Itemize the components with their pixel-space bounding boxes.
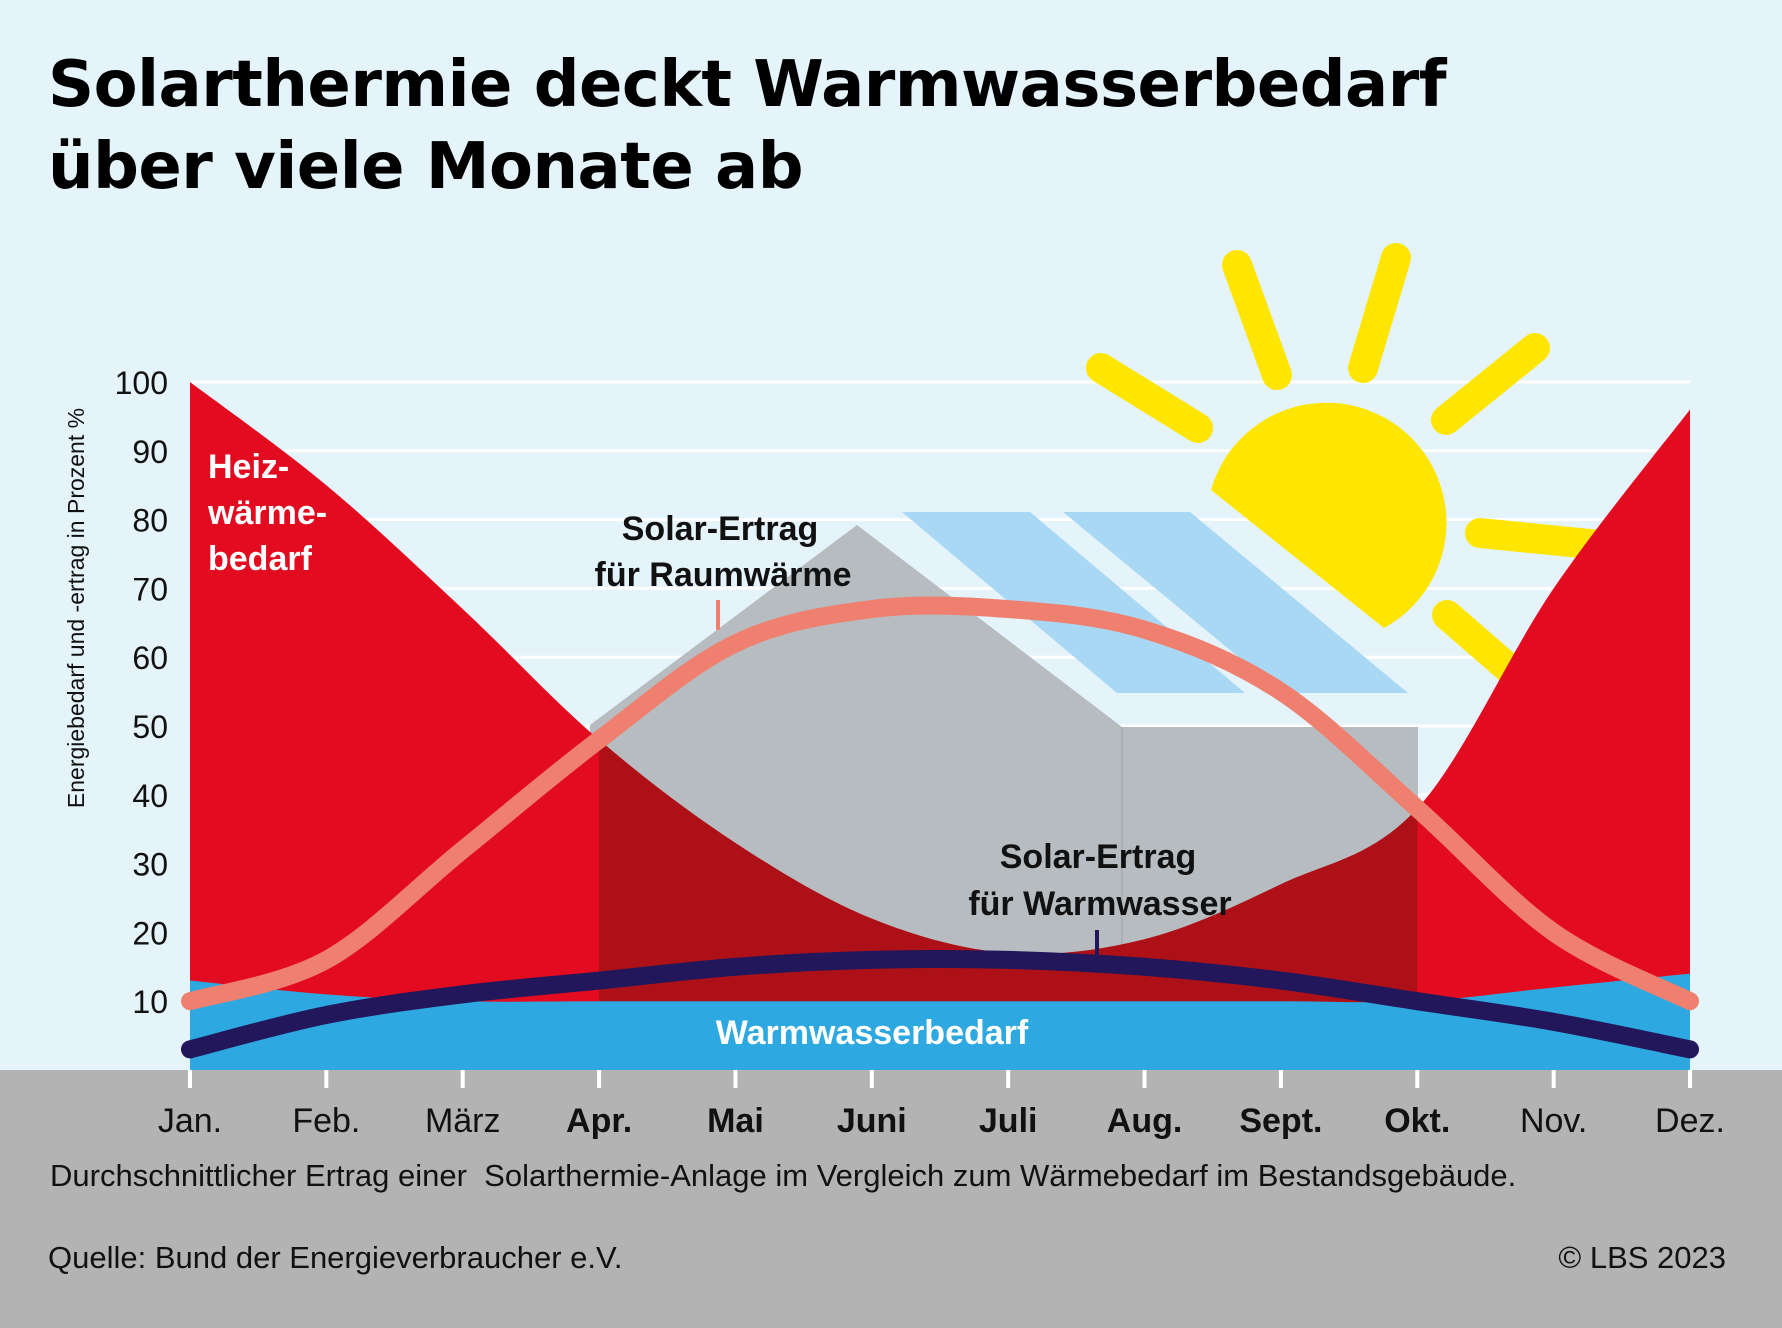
- y-tick-label: 80: [132, 503, 168, 539]
- x-tick-label: Aug.: [1107, 1102, 1183, 1140]
- y-axis-label: Energiebedarf und -ertrag in Prozent %: [63, 408, 89, 808]
- y-tick-label: 40: [132, 778, 168, 814]
- source-note: Quelle: Bund der Energieverbraucher e.V.: [48, 1240, 622, 1275]
- house: [590, 525, 1418, 1000]
- y-tick-label: 20: [132, 915, 168, 951]
- label-heat-line-2: wärme-: [207, 494, 327, 532]
- solar-space-heat-line: [181, 596, 1699, 1011]
- axis-ticks: 10 20 30 40 50 60 70 80 90 100 Jan. Feb. März Apr. Mai…: [115, 365, 1725, 1140]
- y-tick-label: 70: [132, 571, 168, 607]
- sun-ray: [1348, 243, 1411, 383]
- y-tick-label: 60: [132, 640, 168, 676]
- sun-ray: [1465, 518, 1615, 560]
- area-layer: [190, 382, 1690, 1070]
- x-tick-label: Juni: [837, 1102, 907, 1140]
- title-line-2: über viele Monate ab: [48, 130, 804, 204]
- x-tick-label: Okt.: [1384, 1102, 1450, 1140]
- chart-title: Solarthermie deckt Warmwasserbedarf über…: [48, 44, 1447, 208]
- y-tick-label: 30: [132, 847, 168, 883]
- chart-caption: Durchschnittlicher Ertrag einer Solarthe…: [50, 1158, 1516, 1193]
- sun-illustration: [1086, 243, 1615, 708]
- hot-water-demand-area: [190, 973, 1690, 1070]
- y-tick-label: 100: [115, 365, 168, 401]
- x-tick-label: Nov.: [1520, 1102, 1587, 1140]
- x-tick-label: Feb.: [292, 1102, 360, 1140]
- line-layer: [181, 596, 1699, 1059]
- solar-hot-water-line: [181, 950, 1699, 1059]
- y-tick-label: 50: [132, 709, 168, 745]
- x-tick-label: Sept.: [1239, 1102, 1322, 1140]
- x-tick-label: Dez.: [1655, 1102, 1725, 1140]
- sun-disc: [1211, 402, 1447, 628]
- x-tick-label: März: [425, 1102, 501, 1140]
- solar-panel: [1063, 512, 1408, 693]
- x-tick-label: Juli: [979, 1102, 1038, 1140]
- sun-ray: [1431, 333, 1550, 435]
- sun-ray: [1222, 250, 1292, 390]
- y-tick-label: 90: [132, 434, 168, 470]
- label-solar-space-line-1: Solar-Ertrag: [622, 510, 819, 548]
- copyright: © LBS 2023: [1558, 1240, 1726, 1275]
- heat-demand-covered-area: [599, 739, 1418, 1070]
- footer-band: [0, 1070, 1782, 1328]
- house-illustration: [590, 512, 1418, 1000]
- y-tick-label: 10: [132, 984, 168, 1020]
- label-heat-line-3: bedarf: [208, 540, 313, 578]
- x-tick-label: Mai: [707, 1102, 764, 1140]
- sun-ray: [1086, 353, 1213, 443]
- title-line-1: Solarthermie deckt Warmwasserbedarf: [48, 48, 1447, 122]
- label-hot-water: Warmwasserbedarf: [716, 1014, 1029, 1052]
- x-tick-label: Jan.: [158, 1102, 222, 1140]
- label-heat-line-1: Heiz-: [208, 448, 289, 486]
- x-tick-label: Apr.: [566, 1102, 632, 1140]
- label-solar-water-line-2: für Warmwasser: [968, 885, 1231, 923]
- label-solar-water-line-1: Solar-Ertrag: [1000, 838, 1197, 876]
- solar-panel: [902, 512, 1245, 693]
- label-solar-space-line-2: für Raumwärme: [595, 556, 852, 594]
